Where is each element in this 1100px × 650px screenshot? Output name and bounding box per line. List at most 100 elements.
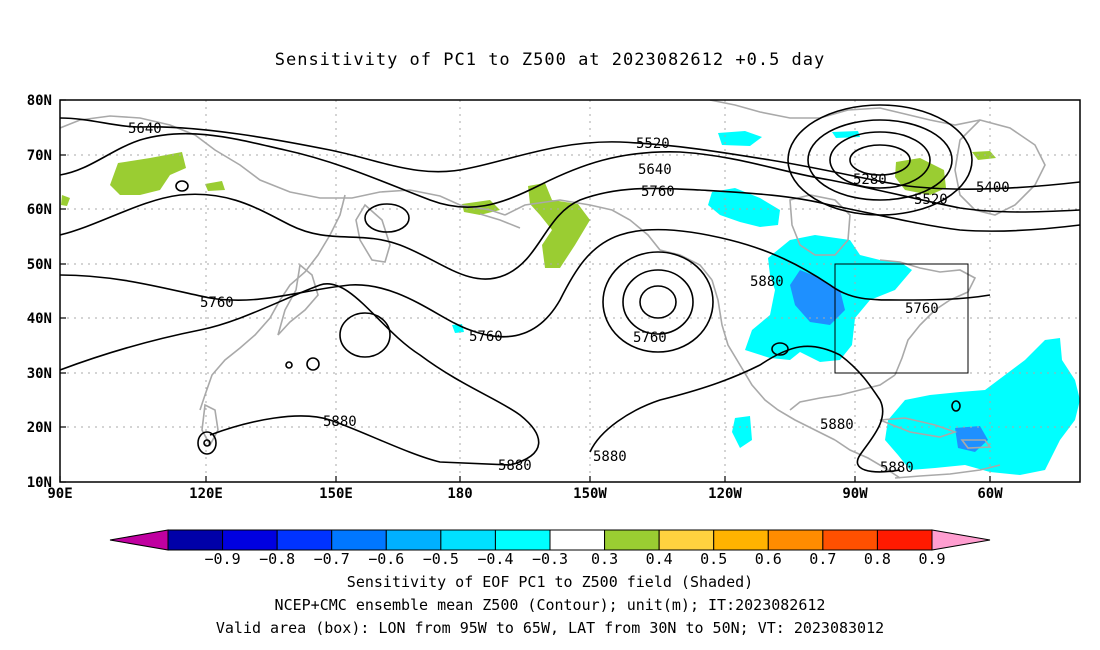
lat-tick-label: 40N bbox=[27, 311, 52, 327]
colorbar-segment bbox=[167, 529, 224, 551]
lat-tick-label: 10N bbox=[27, 475, 52, 491]
coast-gulf-of-mexico bbox=[789, 374, 896, 411]
lat-tick-label: 20N bbox=[27, 420, 52, 436]
lon-tick-label: 90W bbox=[842, 486, 868, 502]
contour-closed-gulf bbox=[771, 342, 789, 356]
colorbar-label: −0.7 bbox=[314, 550, 350, 568]
colorbar-label: 0.8 bbox=[864, 550, 891, 568]
contour-label: 5640 bbox=[638, 162, 672, 178]
contour-5880-low bbox=[60, 283, 540, 466]
colorbar-label: 0.6 bbox=[755, 550, 782, 568]
lon-tick-label: 120E bbox=[189, 486, 223, 502]
colorbar-labels: −0.9 −0.8 −0.7 −0.6 −0.5 −0.4 −0.3 0.3 0.4 0.5 0.6… bbox=[205, 550, 946, 568]
contour-closed-low-3 bbox=[807, 119, 953, 201]
contour-closed-high-2 bbox=[622, 269, 694, 335]
coast-kamchatka bbox=[355, 203, 391, 263]
contour-closed-low-2 bbox=[829, 131, 931, 189]
contour-closed-philippines bbox=[197, 431, 217, 455]
lat-tick-label: 30N bbox=[27, 366, 52, 382]
footer-line-1: Sensitivity of EOF PC1 to Z500 field (Sh… bbox=[346, 573, 754, 591]
coast-canada-arctic bbox=[709, 100, 981, 126]
colorbar-segment bbox=[494, 529, 551, 551]
contour-label: 5640 bbox=[128, 121, 162, 137]
cyan-patch-atlantic bbox=[885, 338, 1080, 475]
green-patch-siberia bbox=[110, 152, 186, 195]
contour-closed-west-high bbox=[339, 312, 391, 358]
lat-tick-label: 80N bbox=[27, 93, 52, 109]
lat-tick-label: 50N bbox=[27, 257, 52, 273]
cyan-patch-arctic bbox=[718, 131, 762, 146]
cyan-patch-arctic-small bbox=[832, 131, 860, 138]
contour-closed-high-3 bbox=[602, 251, 714, 353]
contour-5760-ridge bbox=[60, 228, 991, 338]
contour-closed-philippines-2 bbox=[203, 439, 211, 447]
cyan-patch-canada bbox=[708, 188, 780, 227]
colorbar-segment bbox=[658, 529, 715, 551]
colorbar-label: −0.9 bbox=[205, 550, 241, 568]
colorbar-segment bbox=[440, 529, 496, 551]
coast-greenland bbox=[954, 119, 1046, 216]
colorbar-label: 0.3 bbox=[591, 550, 618, 568]
coast-aleutians bbox=[479, 213, 521, 229]
colorbar-label: 0.5 bbox=[700, 550, 727, 568]
coast-south-america bbox=[894, 464, 1001, 479]
colorbar-segment bbox=[604, 529, 660, 551]
contour-label: 5880 bbox=[498, 458, 532, 474]
cyan-patch-gulf bbox=[732, 416, 752, 448]
contour-closed-high bbox=[639, 285, 677, 319]
colorbar-segment bbox=[767, 529, 824, 551]
colorbar-segment bbox=[385, 529, 442, 551]
lon-tick-label: 60W bbox=[977, 486, 1003, 502]
contour-label: 5880 bbox=[593, 449, 627, 465]
contour-label: 5880 bbox=[323, 414, 357, 430]
contour-closed-caribbean bbox=[951, 400, 961, 412]
colorbar-left-arrow bbox=[109, 529, 169, 551]
green-patch-alaska bbox=[528, 183, 590, 268]
colorbar-segment bbox=[876, 529, 933, 551]
chart-title: Sensitivity of PC1 to Z500 at 2023082612… bbox=[274, 50, 826, 70]
contour-label: 5760 bbox=[200, 295, 234, 311]
blue-patch-north-america bbox=[790, 270, 845, 325]
coast-cuba bbox=[879, 417, 958, 438]
blue-patch-atlantic bbox=[955, 426, 988, 452]
contour-label: 5880 bbox=[820, 417, 854, 433]
contour-label: 5520 bbox=[914, 192, 948, 208]
colorbar-segment bbox=[549, 529, 606, 551]
lat-tick-label: 60N bbox=[27, 202, 52, 218]
contour-closed-kamchatka bbox=[364, 203, 410, 233]
lat-tick-label: 70N bbox=[27, 148, 52, 164]
contour-5760-west bbox=[60, 187, 1080, 280]
map-frame bbox=[59, 99, 1081, 483]
contour-closed-low-4 bbox=[787, 104, 973, 216]
z500-contours bbox=[60, 104, 1080, 473]
coast-hispaniola bbox=[960, 439, 992, 449]
colorbar: −0.9 −0.8 −0.7 −0.6 −0.5 −0.4 −0.3 0.3 0.4 0.5 0.6… bbox=[109, 529, 991, 568]
axis-ticks bbox=[59, 99, 991, 483]
contour-label: 5520 bbox=[636, 136, 670, 152]
colorbar-segment bbox=[222, 529, 278, 551]
lon-tick-label: 150E bbox=[319, 486, 353, 502]
contour-closed-pacific bbox=[306, 357, 320, 371]
valid-area-box bbox=[834, 263, 969, 374]
longitude-labels: 90E 120E 150E 180 150W 120W 90W 60W bbox=[47, 486, 1003, 502]
contour-label: 5400 bbox=[976, 180, 1010, 196]
coast-hudson-bay bbox=[789, 194, 851, 256]
colorbar-label: −0.5 bbox=[423, 550, 459, 568]
colorbar-label: −0.4 bbox=[477, 550, 513, 568]
contour-5640-north bbox=[60, 117, 1080, 191]
colorbar-label: 0.9 bbox=[918, 550, 945, 568]
footer-line-2: NCEP+CMC ensemble mean Z500 (Contour); u… bbox=[274, 596, 826, 614]
colorbar-segment bbox=[331, 529, 387, 551]
lon-tick-label: 120W bbox=[708, 486, 742, 502]
colorbar-label: −0.3 bbox=[532, 550, 568, 568]
green-patch-west-edge bbox=[61, 195, 70, 206]
contour-label: 5760 bbox=[641, 184, 675, 200]
colorbar-label: 0.7 bbox=[809, 550, 836, 568]
colorbar-label: −0.6 bbox=[368, 550, 404, 568]
contour-5880-east bbox=[589, 345, 901, 473]
contour-closed-pacific-2 bbox=[285, 361, 293, 369]
colorbar-segment bbox=[713, 529, 769, 551]
colorbar-segment bbox=[822, 529, 878, 551]
contour-label: 5760 bbox=[905, 301, 939, 317]
